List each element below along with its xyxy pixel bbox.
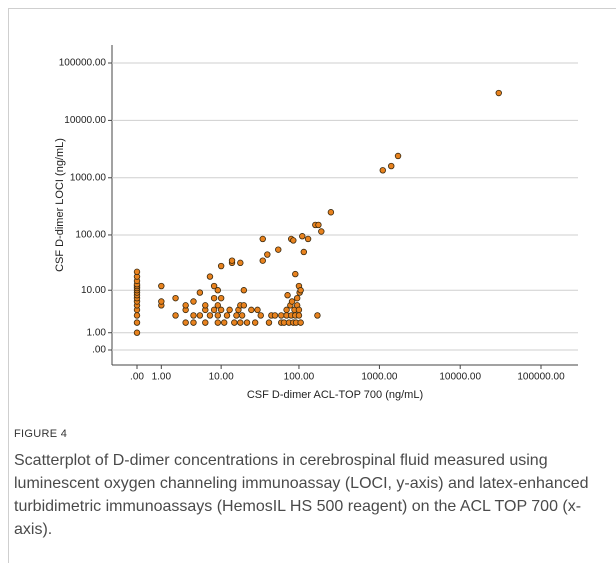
point [295,312,303,319]
y-tick-label: 10000.00 [64,115,106,126]
point [271,312,279,319]
y-tick-label: 1.00 [87,327,107,338]
point [299,233,306,240]
figure-card [8,8,616,563]
figure-caption: Scatterplot of D-dimer concentrations in… [14,452,589,538]
point [133,319,141,326]
point [202,302,209,309]
point [238,312,246,319]
x-tick-label: .00 [130,372,144,383]
point [295,306,303,314]
point [172,294,179,302]
point [300,248,308,256]
point [290,237,297,244]
point [254,306,261,314]
point [228,257,236,264]
point [231,319,238,326]
point [495,89,502,97]
point [210,294,218,302]
point [297,287,304,294]
x-tick-label: 10.00 [209,372,234,383]
point [158,282,165,290]
point [217,294,225,302]
point [133,268,141,276]
point [217,306,225,314]
x-tick-label: 100000.00 [517,372,565,383]
point [210,306,218,314]
point [293,294,301,302]
y-tick-label: 100.00 [75,230,106,241]
point [248,306,255,314]
point [318,228,325,235]
point [233,312,240,319]
point [190,298,197,305]
point [206,312,214,319]
point [259,235,266,243]
point [214,287,221,294]
point [196,289,204,296]
point [259,257,266,264]
point [210,282,218,290]
figure-label: FIGURE 4 [14,428,68,440]
point [214,319,221,326]
y-tick-label: .00 [92,345,106,356]
point [394,152,402,160]
point [206,273,214,280]
point [304,235,312,243]
point [292,270,299,278]
point [133,329,141,336]
point [237,319,244,326]
point [264,251,271,258]
point [314,312,321,319]
y-tick-label: 10.00 [81,285,106,296]
point [217,262,225,270]
point [223,312,231,319]
chart: CSF D-dimer ACL-TOP 700 (ng/mL) CSF D-di… [54,45,578,401]
point [158,298,165,305]
point [240,287,248,294]
y-axis-title: CSF D-dimer LOCI (ng/mL) [54,138,66,272]
point [315,221,322,229]
point [240,302,248,309]
point [220,319,228,326]
point [379,167,386,174]
point [172,312,179,319]
point [265,319,273,326]
point [202,319,209,326]
point [284,292,291,299]
point [243,319,251,326]
point [257,312,264,319]
point [327,209,335,216]
point [182,319,189,326]
point [297,319,304,326]
point [388,162,395,170]
point [214,312,221,319]
y-tick-label: 1000.00 [70,172,107,183]
point [133,312,141,319]
y-tick-label: 100000.00 [59,58,107,69]
x-axis-title: CSF D-dimer ACL-TOP 700 (ng/mL) [247,389,423,401]
point [275,246,282,253]
x-tick-label: 10000.00 [439,372,481,383]
point [251,319,259,326]
point [190,312,197,319]
point [214,302,221,309]
point [288,298,296,305]
point [182,302,189,309]
point [237,259,244,267]
x-tick-label: 1.00 [152,372,172,383]
x-tick-label: 100.00 [284,372,315,383]
point [190,319,197,326]
x-tick-label: 1000.00 [361,372,398,383]
point [278,312,285,319]
point [226,306,233,314]
point [196,312,204,319]
